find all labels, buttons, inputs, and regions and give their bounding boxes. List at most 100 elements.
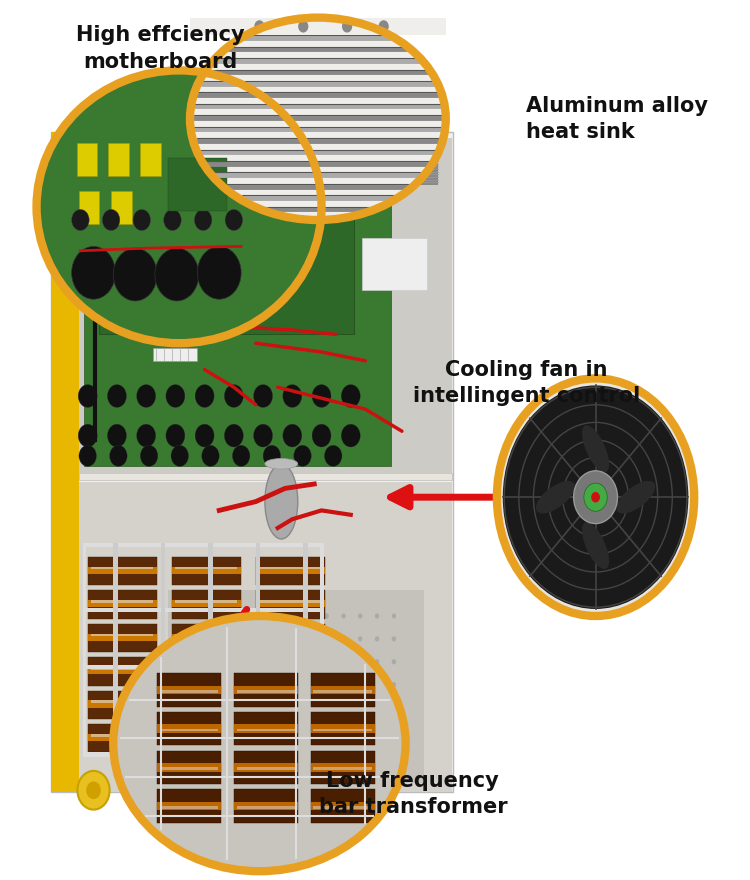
- Circle shape: [107, 424, 127, 447]
- Bar: [82, 752, 324, 757]
- Circle shape: [194, 209, 212, 231]
- Bar: [176, 600, 238, 603]
- Ellipse shape: [190, 18, 446, 220]
- Ellipse shape: [582, 522, 609, 569]
- Circle shape: [173, 774, 178, 779]
- Bar: [113, 543, 118, 757]
- Bar: [172, 567, 242, 574]
- Circle shape: [207, 751, 212, 756]
- Bar: [88, 734, 157, 741]
- Circle shape: [341, 636, 346, 642]
- Circle shape: [291, 682, 296, 687]
- Bar: [320, 543, 324, 757]
- Circle shape: [257, 705, 262, 710]
- Circle shape: [254, 424, 272, 447]
- Circle shape: [392, 682, 396, 687]
- Bar: [157, 724, 221, 733]
- Circle shape: [274, 659, 278, 664]
- Circle shape: [341, 659, 346, 664]
- Bar: [88, 590, 157, 619]
- Circle shape: [375, 751, 380, 756]
- Bar: [157, 789, 221, 823]
- Bar: [76, 143, 98, 176]
- Circle shape: [497, 378, 694, 616]
- Circle shape: [283, 424, 302, 447]
- Circle shape: [164, 209, 182, 231]
- Ellipse shape: [582, 425, 609, 473]
- Circle shape: [358, 636, 362, 642]
- Bar: [362, 238, 428, 290]
- Circle shape: [392, 659, 396, 664]
- Circle shape: [225, 209, 242, 231]
- Circle shape: [224, 613, 228, 619]
- Bar: [88, 557, 157, 585]
- Bar: [154, 348, 197, 361]
- Bar: [168, 590, 424, 783]
- Bar: [234, 724, 298, 733]
- Circle shape: [190, 659, 194, 664]
- Bar: [256, 557, 326, 585]
- Bar: [79, 191, 100, 224]
- Bar: [237, 767, 296, 770]
- Circle shape: [190, 728, 194, 733]
- Bar: [160, 246, 226, 308]
- Circle shape: [308, 728, 312, 733]
- Circle shape: [241, 682, 244, 687]
- Circle shape: [358, 682, 362, 687]
- Bar: [234, 763, 298, 772]
- Bar: [256, 657, 326, 686]
- Circle shape: [325, 659, 328, 664]
- Bar: [157, 686, 221, 694]
- Bar: [256, 667, 326, 674]
- Bar: [82, 543, 86, 757]
- Circle shape: [341, 774, 346, 779]
- Bar: [172, 691, 242, 719]
- Text: Aluminum alloy
heat sink: Aluminum alloy heat sink: [526, 96, 708, 142]
- Ellipse shape: [616, 481, 656, 513]
- Bar: [172, 724, 242, 752]
- Bar: [310, 751, 375, 784]
- Bar: [82, 665, 324, 669]
- Circle shape: [133, 209, 151, 231]
- Circle shape: [312, 424, 331, 447]
- Circle shape: [274, 728, 278, 733]
- Bar: [51, 132, 453, 792]
- Circle shape: [190, 774, 194, 779]
- Bar: [256, 724, 326, 752]
- Circle shape: [207, 682, 212, 687]
- Circle shape: [325, 728, 328, 733]
- Bar: [160, 729, 218, 731]
- Circle shape: [207, 705, 212, 710]
- Bar: [172, 590, 242, 619]
- Circle shape: [325, 774, 328, 779]
- Bar: [172, 667, 242, 674]
- Bar: [314, 806, 372, 809]
- Circle shape: [375, 774, 380, 779]
- Bar: [172, 600, 242, 607]
- Circle shape: [224, 659, 228, 664]
- Bar: [88, 567, 157, 574]
- Bar: [88, 667, 157, 674]
- Bar: [172, 734, 242, 741]
- Bar: [79, 473, 452, 480]
- Bar: [234, 789, 298, 823]
- Circle shape: [207, 636, 212, 642]
- Bar: [157, 802, 221, 810]
- Circle shape: [224, 385, 243, 407]
- Bar: [82, 608, 324, 612]
- Bar: [256, 600, 326, 607]
- Circle shape: [392, 636, 396, 642]
- Circle shape: [341, 424, 360, 447]
- Circle shape: [195, 385, 214, 407]
- Bar: [88, 700, 157, 708]
- Circle shape: [166, 385, 185, 407]
- Circle shape: [113, 248, 157, 301]
- Circle shape: [308, 705, 312, 710]
- Circle shape: [308, 774, 312, 779]
- Circle shape: [257, 751, 262, 756]
- Circle shape: [375, 613, 380, 619]
- Bar: [157, 763, 221, 772]
- Bar: [256, 543, 260, 757]
- Circle shape: [274, 682, 278, 687]
- Circle shape: [358, 751, 362, 756]
